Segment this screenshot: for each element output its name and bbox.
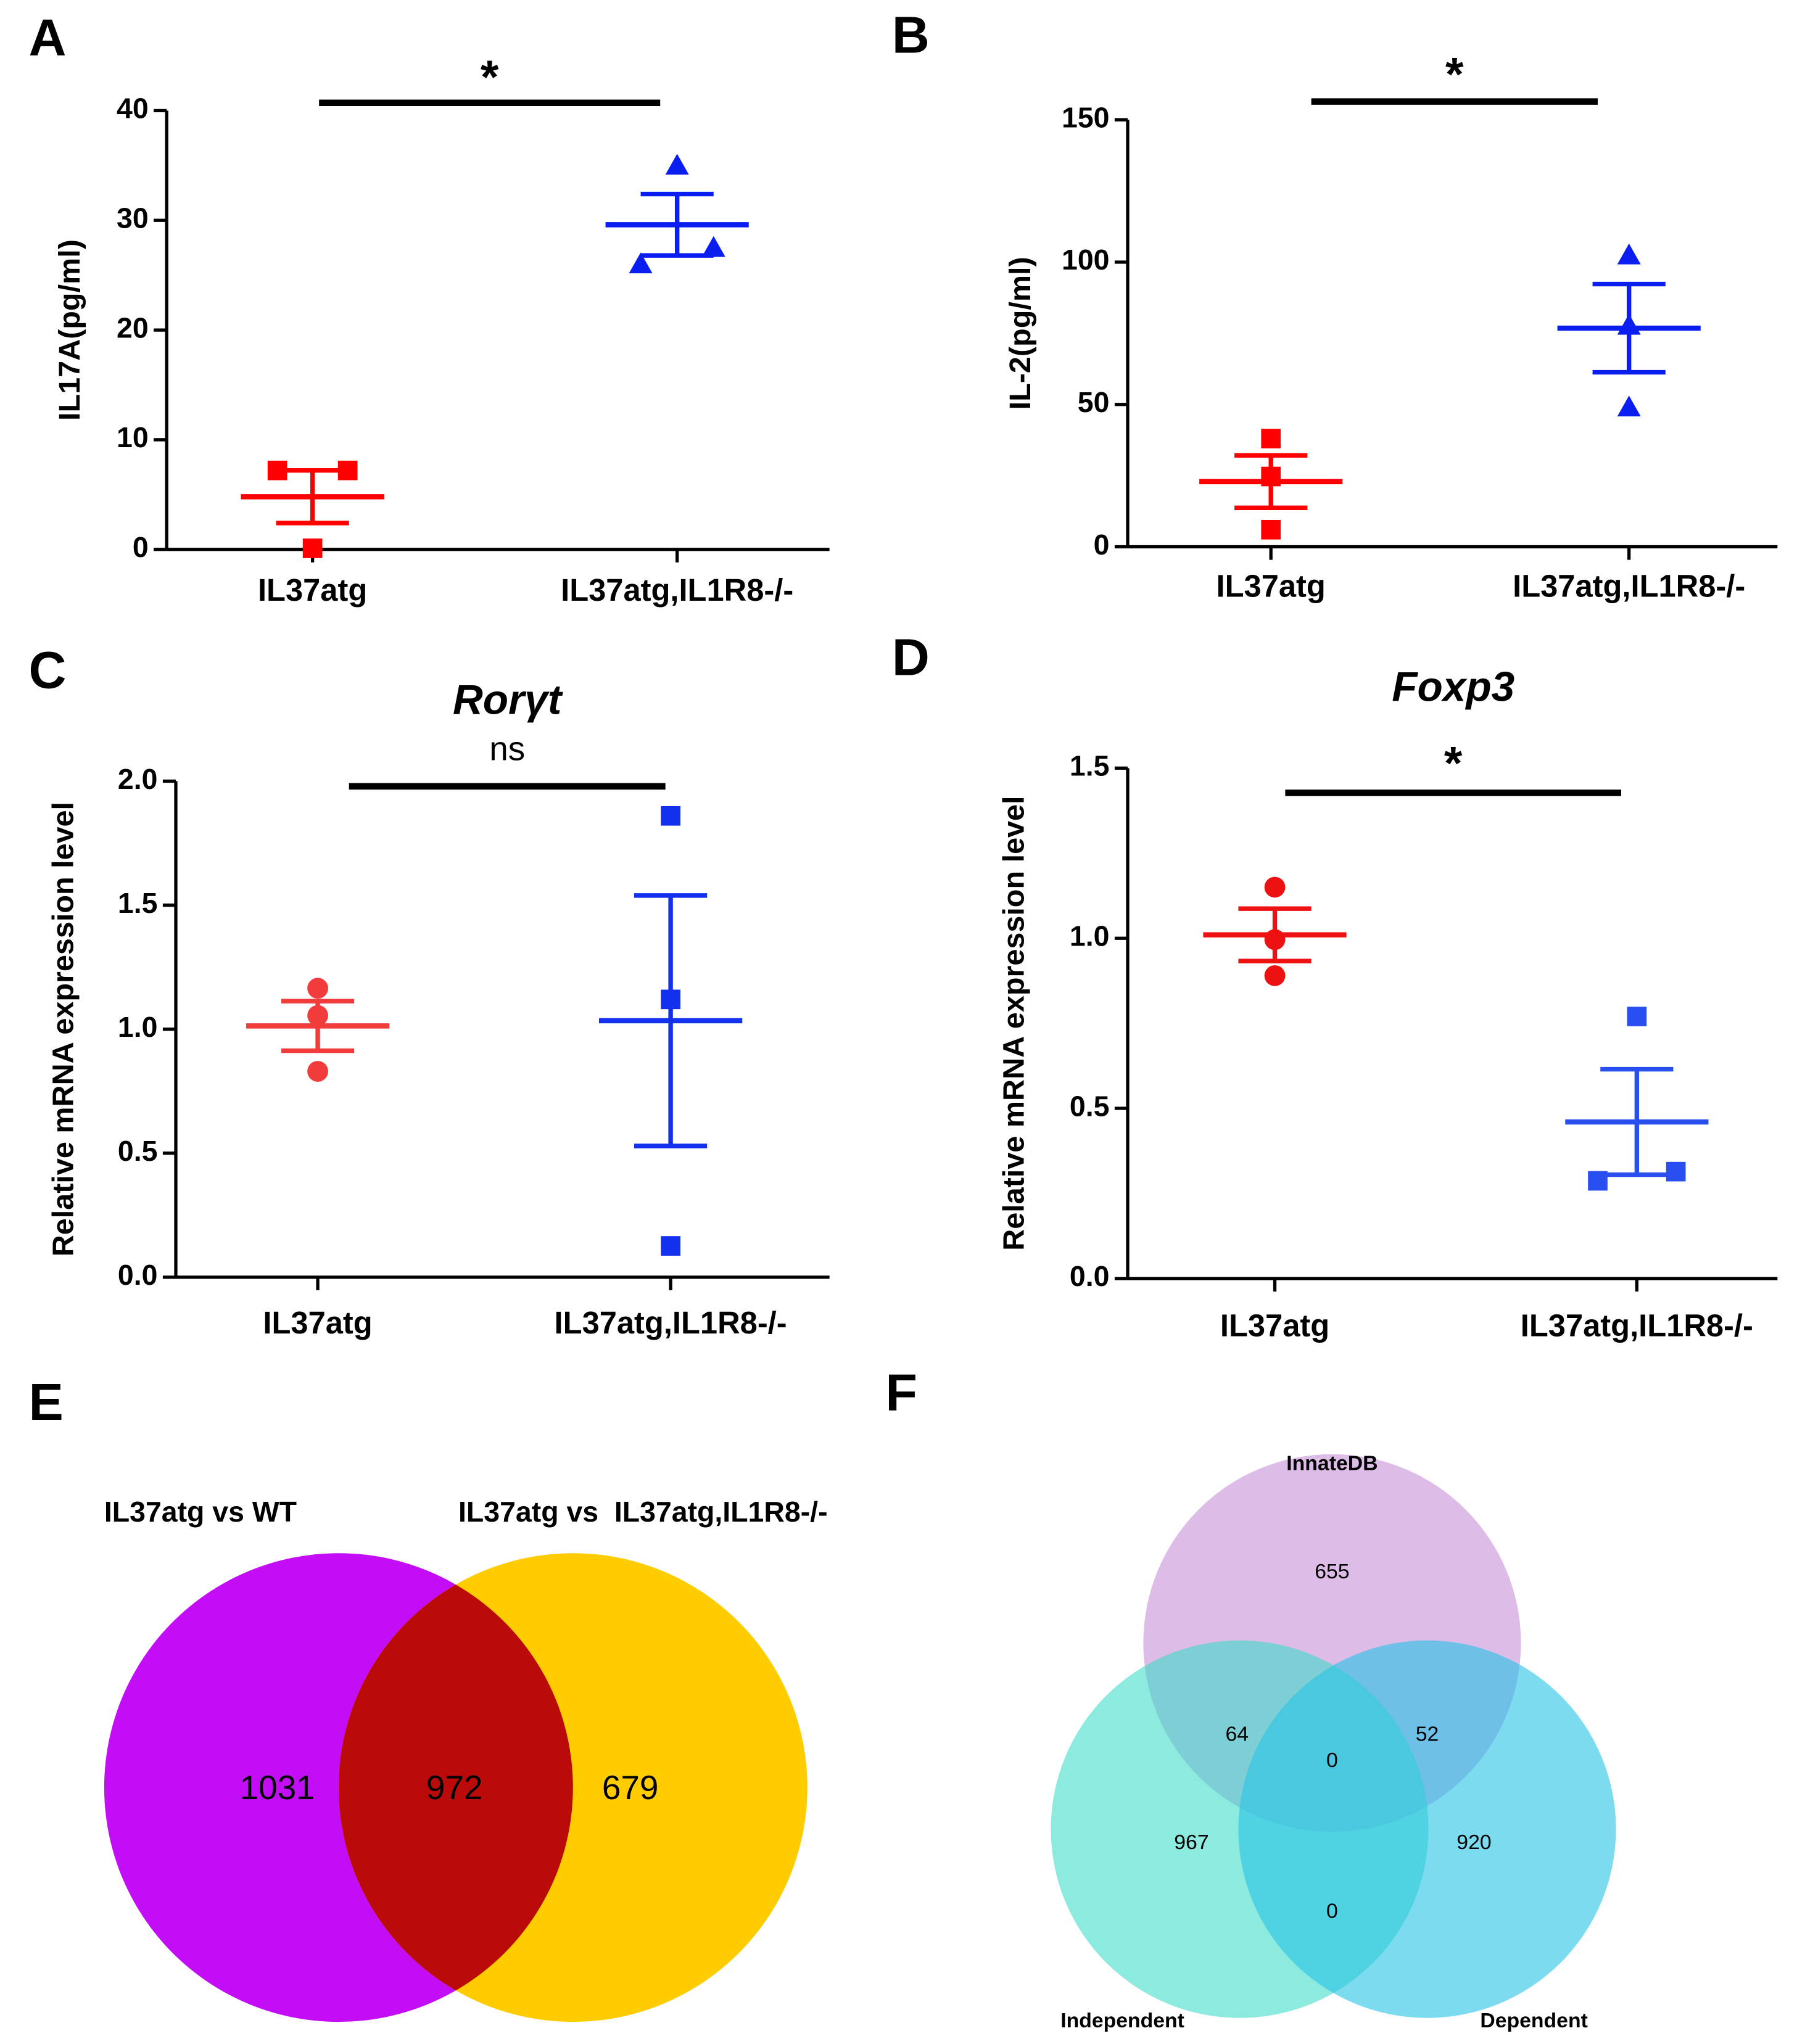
data-point (337, 460, 358, 480)
panel-letter: C (28, 641, 66, 699)
data-point (1261, 520, 1281, 540)
region-count: 0 (1326, 1900, 1338, 1923)
chart-title: Foxp3 (1392, 664, 1514, 711)
x-tick-label: IL37atg (258, 572, 367, 608)
set-label: Dependent (1480, 2009, 1587, 2032)
region-count: 655 (1315, 1560, 1349, 1583)
y-tick-label: 1.0 (1070, 920, 1110, 952)
significance-label: * (1445, 49, 1464, 101)
set-label: InnateDB (1286, 1452, 1378, 1475)
data-point (1666, 1161, 1686, 1182)
y-tick-label: 1.0 (118, 1011, 158, 1043)
significance-label: * (481, 51, 499, 104)
panel-letter: A (28, 9, 66, 67)
y-axis-label: IL17A(pg/ml) (53, 239, 86, 421)
data-point (661, 806, 680, 826)
significance-label: ns (489, 729, 525, 767)
region-count: 972 (426, 1768, 483, 1807)
region-count: 52 (1416, 1723, 1439, 1746)
data-point (1261, 466, 1281, 487)
set-label: Independent (1060, 2009, 1184, 2032)
y-tick-label: 30 (117, 202, 149, 234)
y-tick-label: 40 (117, 93, 149, 125)
data-point (302, 538, 323, 558)
venn-intersection (338, 1553, 573, 2022)
data-point (1264, 929, 1286, 950)
data-point (267, 460, 287, 480)
y-tick-label: 10 (117, 421, 149, 453)
data-point (307, 978, 328, 999)
significance-label: * (1444, 737, 1463, 789)
panel-letter: E (28, 1373, 63, 1431)
data-point (1264, 965, 1286, 986)
region-count: 920 (1456, 1831, 1491, 1854)
y-tick-label: 100 (1062, 244, 1109, 276)
data-point (1627, 1007, 1647, 1026)
x-tick-label: IL37atg,IL1R8-/- (561, 572, 793, 608)
y-tick-label: 0.5 (118, 1135, 158, 1167)
data-point (1261, 429, 1281, 448)
set-label: IL37atg vs WT (104, 1496, 297, 1528)
region-count: 64 (1226, 1723, 1249, 1746)
data-point (665, 154, 689, 175)
data-point (1617, 395, 1641, 417)
y-axis-label: Relative mRNA expression level (997, 796, 1030, 1250)
y-tick-label: 20 (117, 311, 149, 344)
data-point (1617, 243, 1641, 265)
y-tick-label: 0.5 (1070, 1090, 1110, 1122)
region-count: 1031 (240, 1768, 315, 1807)
panel-letter: D (892, 628, 930, 686)
x-tick-label: IL37atg (263, 1305, 372, 1340)
y-tick-label: 1.5 (1070, 750, 1110, 782)
data-point (661, 989, 680, 1010)
panel-letter: F (885, 1364, 917, 1422)
data-point (629, 252, 653, 274)
data-point (1588, 1171, 1608, 1191)
data-point (701, 236, 725, 257)
y-tick-label: 0.0 (1070, 1260, 1110, 1292)
y-axis-label: Relative mRNA expression level (46, 802, 80, 1256)
x-tick-label: IL37atg,IL1R8-/- (1521, 1308, 1753, 1343)
y-tick-label: 1.5 (118, 887, 158, 919)
data-point (1264, 876, 1286, 898)
y-tick-label: 0 (133, 531, 149, 563)
region-count: 967 (1174, 1831, 1208, 1854)
data-point (307, 1005, 328, 1026)
y-tick-label: 0 (1094, 529, 1110, 561)
set-label: IL37atg vs IL37atg,IL1R8-/- (458, 1496, 828, 1528)
x-tick-label: IL37atg,IL1R8-/- (1513, 568, 1745, 603)
region-count: 0 (1326, 1749, 1338, 1772)
x-tick-label: IL37atg (1220, 1308, 1329, 1343)
y-tick-label: 2.0 (118, 763, 158, 795)
data-point (1617, 313, 1641, 335)
region-count: 679 (602, 1768, 659, 1807)
chart-title: Rorγt (453, 677, 563, 723)
y-axis-label: IL-2(pg/ml) (1004, 257, 1037, 410)
y-tick-label: 0.0 (118, 1259, 158, 1291)
y-tick-label: 50 (1078, 386, 1110, 418)
y-tick-label: 150 (1062, 101, 1109, 133)
x-tick-label: IL37atg,IL1R8-/- (555, 1305, 787, 1340)
data-point (661, 1236, 680, 1256)
panel-letter: B (892, 6, 930, 64)
x-tick-label: IL37atg (1217, 568, 1326, 603)
data-point (307, 1061, 328, 1082)
venn-circle (1238, 1640, 1616, 2018)
